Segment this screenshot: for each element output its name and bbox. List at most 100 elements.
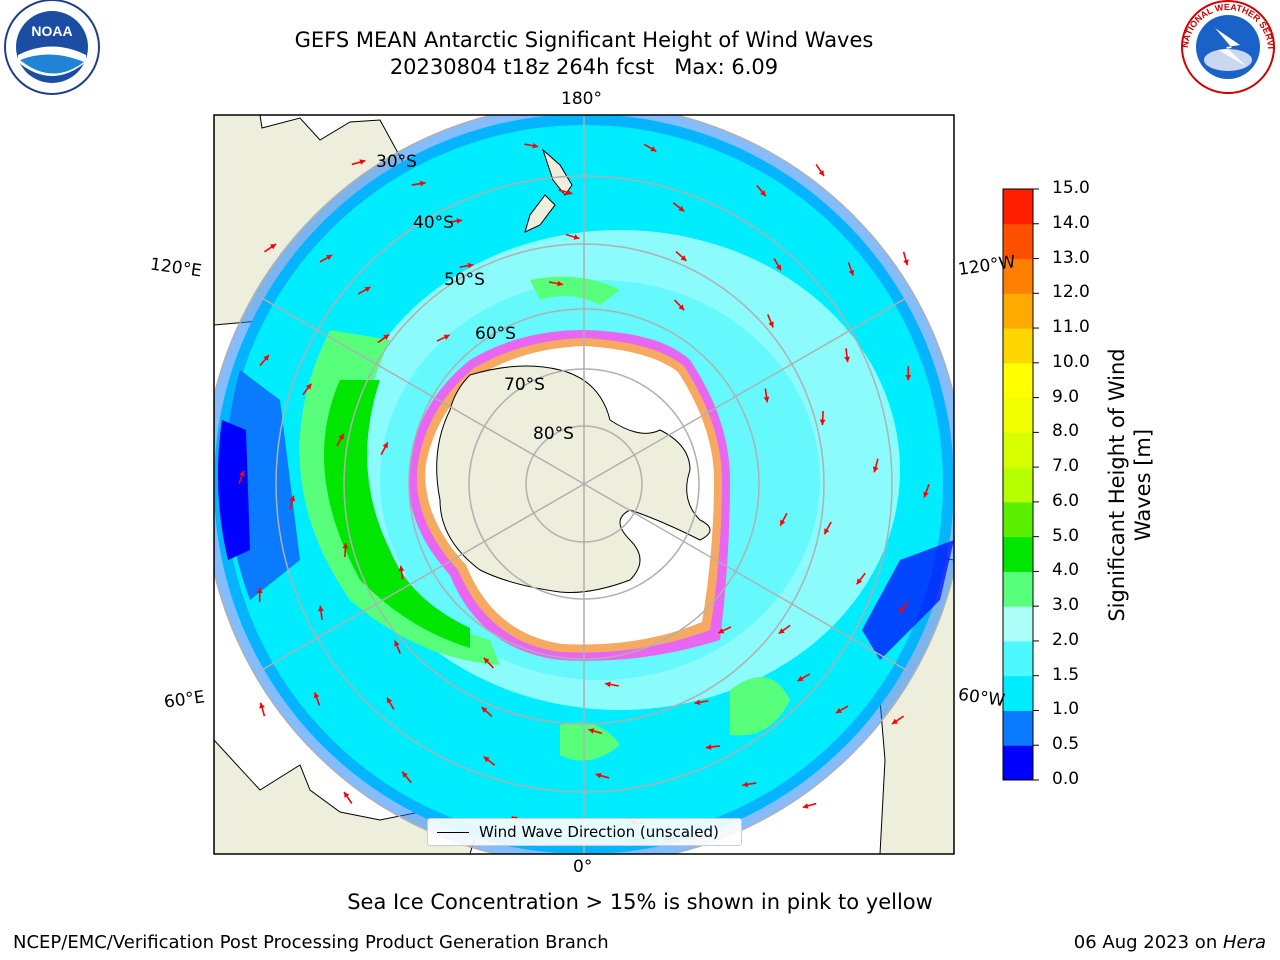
wave-arrow-head	[903, 259, 909, 266]
wave-arrow-head	[263, 354, 269, 361]
wave-arrow-head	[775, 264, 782, 271]
lat-label-30s: 30°S	[376, 152, 417, 172]
map-legend: Wind Wave Direction (unscaled)	[427, 818, 742, 846]
lon-label-180: 180°	[561, 89, 602, 109]
colorbar-segment	[1003, 432, 1033, 468]
wave-arrow-head	[398, 565, 405, 572]
colorbar-tick-label: 6.0	[1052, 490, 1080, 511]
wave-arrow-head	[456, 218, 463, 224]
colorbar-segment	[1003, 293, 1033, 329]
lat-label-70s: 70°S	[504, 375, 545, 395]
wave-arrow-head	[778, 628, 785, 634]
wave-arrow-head	[573, 234, 580, 240]
colorbar-segment	[1003, 189, 1033, 225]
lon-label-0: 0°	[573, 857, 593, 877]
wave-arrow-head	[383, 334, 390, 340]
colorbar-segment	[1003, 362, 1033, 399]
noaa-logo-text: NOAA	[31, 23, 72, 39]
wave-arrow-head	[419, 180, 426, 187]
wave-arrow-head	[342, 543, 349, 549]
colorbar	[1003, 188, 1039, 781]
svg-text:NATIONAL WEATHER SERVICE: NATIONAL WEATHER SERVICE	[0, 0, 1276, 49]
wave-arrow-head	[595, 772, 602, 779]
wave-arrow-head	[467, 262, 474, 269]
wave-arrow-head	[650, 146, 657, 152]
chart-subtitle: 20230804 t18z 264h fcst Max: 6.09	[389, 55, 779, 79]
wave-arrow-head	[256, 587, 263, 593]
wave-arrow-head	[239, 470, 245, 477]
lat-label-60s: 60°S	[475, 324, 516, 344]
footer-date: 06 Aug 2023 on Hera	[1074, 932, 1266, 953]
legend-label: Wind Wave Direction (unscaled)	[479, 823, 719, 841]
colorbar-tick-label: 8.0	[1052, 421, 1080, 442]
wave-arrow-head	[270, 244, 277, 250]
colorbar-segment	[1003, 223, 1033, 260]
graticule	[214, 115, 954, 854]
wave-arrow-head	[818, 170, 824, 177]
wave-arrow-head	[905, 375, 912, 381]
colorbar-tick-label: 11.0	[1052, 317, 1090, 338]
wave-arrow-head	[386, 697, 393, 704]
wave-arrow-head	[844, 356, 850, 363]
colorbar-title: Significant Height of Wind Waves [m]	[1105, 348, 1155, 622]
wave-arrow-head	[848, 269, 855, 276]
colorbar-tick-label: 10.0	[1052, 351, 1090, 372]
wave-arrow-head	[313, 692, 320, 699]
colorbar-segment	[1003, 536, 1033, 572]
wave-arrow-head	[557, 280, 563, 287]
wave-arrow-head	[394, 640, 400, 647]
wave-arrow-head	[382, 442, 388, 449]
wave-arrow-head	[344, 791, 350, 798]
wave-arrow-head	[318, 605, 324, 612]
wave-arrow-head	[763, 396, 770, 403]
chart-title: GEFS MEAN Antarctic Significant Height o…	[294, 28, 874, 52]
wave-arrow-head	[605, 681, 611, 688]
colorbar-tick-label: 9.0	[1052, 386, 1080, 407]
legend-line-swatch	[437, 831, 469, 833]
wave-arrow-head	[760, 190, 766, 197]
wave-arrow-head	[856, 578, 863, 585]
wave-arrow-head	[891, 718, 898, 724]
colorbar-segment	[1003, 710, 1033, 746]
colorbar-tick-label: 7.0	[1052, 456, 1080, 477]
sea-ice-caption: Sea Ice Concentration > 15% is shown in …	[347, 890, 933, 914]
wave-arrow-head	[678, 205, 685, 212]
wave-arrow-head	[305, 383, 312, 390]
wave-arrow-head	[364, 286, 371, 293]
wind-wave-arrows	[238, 142, 930, 826]
wave-arrow-head	[289, 495, 296, 502]
colorbar-tick-label: 15.0	[1052, 178, 1090, 198]
lat-label-40s: 40°S	[413, 213, 454, 233]
wave-arrow-head	[483, 756, 490, 763]
wave-arrow-head	[483, 657, 490, 664]
wave-arrow-head	[694, 699, 701, 706]
footer-host: Hera	[1222, 932, 1266, 953]
footer-credit: NCEP/EMC/Verification Post Processing Pr…	[13, 932, 609, 953]
wave-arrow-head	[338, 433, 344, 440]
colorbar-segment	[1003, 397, 1033, 433]
colorbar-tick-label: 4.0	[1052, 560, 1080, 581]
colorbar-segment	[1003, 745, 1033, 781]
wave-arrow-head	[797, 675, 804, 682]
wave-arrow-head	[802, 803, 809, 809]
colorbar-segment	[1003, 571, 1033, 607]
wave-arrow-head	[705, 744, 712, 750]
colorbar-segment	[1003, 640, 1033, 677]
colorbar-tick-label: 0.0	[1052, 769, 1080, 789]
colorbar-tick-label: 5.0	[1052, 525, 1080, 546]
lat-label-50s: 50°S	[444, 270, 485, 290]
wave-arrow-head	[824, 528, 830, 535]
wave-arrow-head	[742, 781, 749, 788]
wave-arrow-head	[780, 519, 786, 526]
wave-arrow-head	[566, 189, 573, 196]
wave-arrow-head	[326, 255, 333, 261]
wave-arrow-head	[899, 607, 905, 614]
colorbar-tick-label: 13.0	[1052, 247, 1090, 268]
colorbar-tick-label: 1.5	[1052, 664, 1080, 685]
lat-label-80s: 80°S	[533, 424, 574, 444]
wave-arrow-head	[768, 321, 774, 328]
wave-arrow-head	[819, 419, 826, 425]
colorbar-segment	[1003, 501, 1033, 538]
wave-arrow-head	[443, 334, 450, 340]
